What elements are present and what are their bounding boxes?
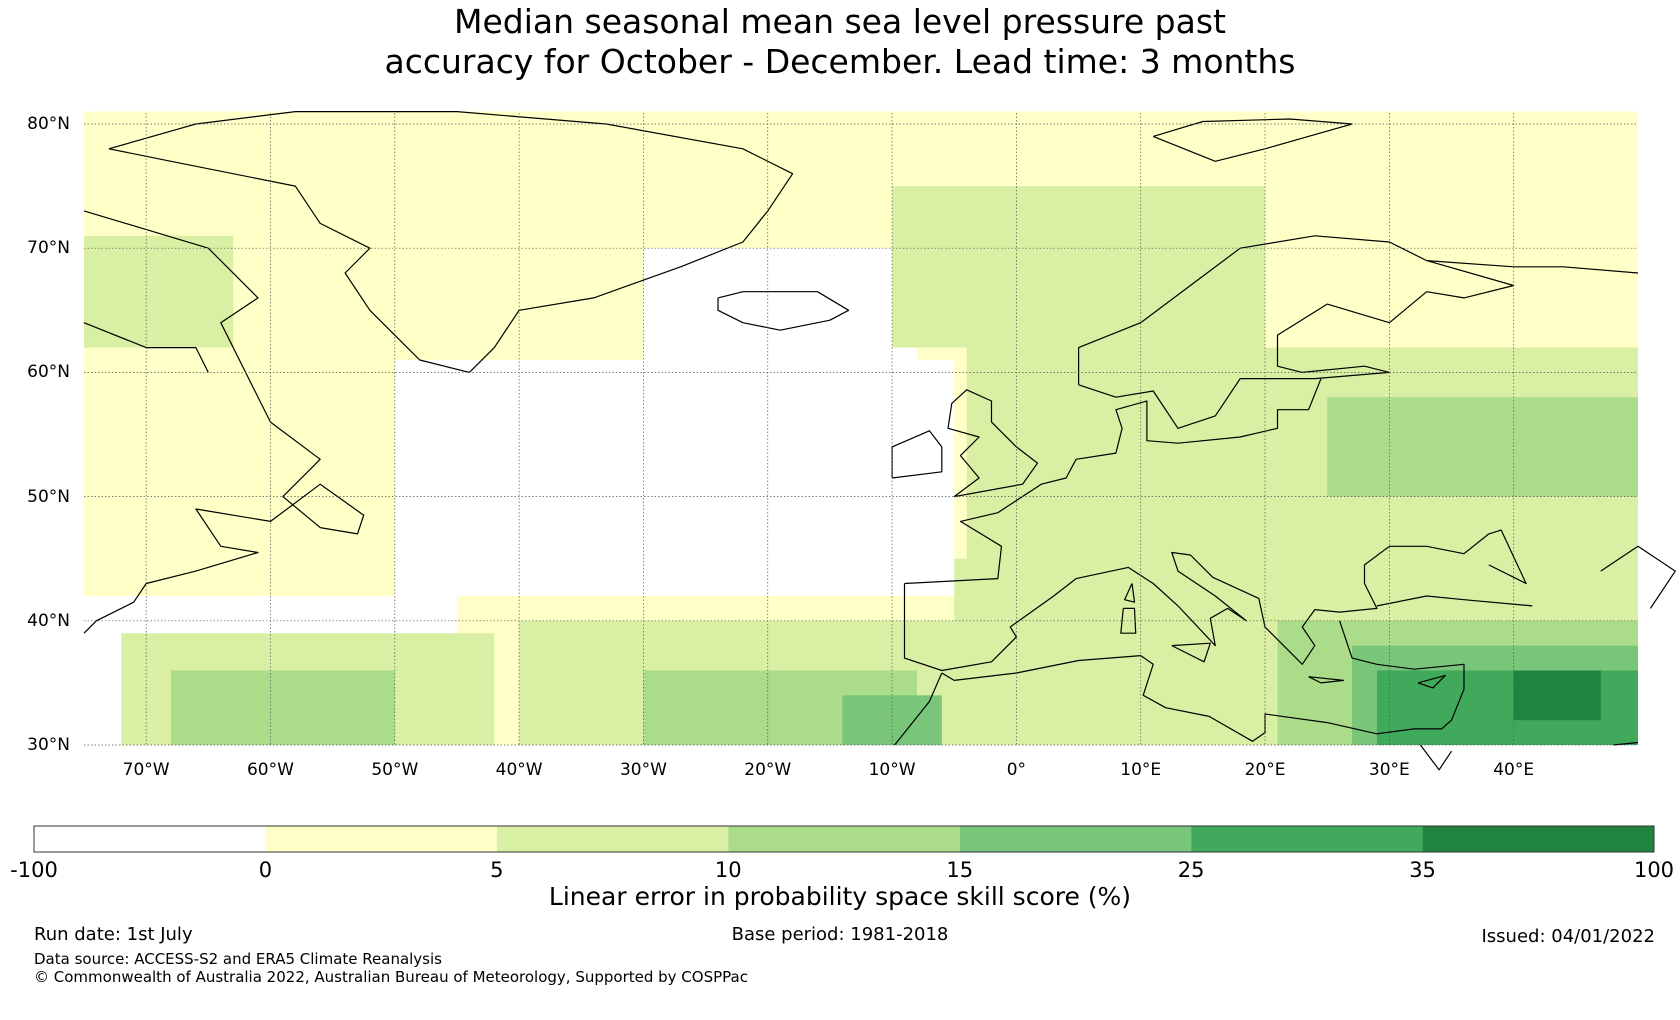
colorbar-tick-label: 0 [258, 858, 273, 882]
coastline [83, 210, 365, 634]
copyright: © Commonwealth of Australia 2022, Austra… [34, 968, 748, 986]
data-source: Data source: ACCESS-S2 and ERA5 Climate … [34, 950, 442, 968]
issued-date: Issued: 04/01/2022 [1481, 926, 1655, 947]
colorbar-bin [496, 826, 729, 852]
lon-label: 70°W [122, 760, 170, 780]
skill-region-17 [1513, 670, 1601, 721]
coastline [947, 389, 1039, 498]
coastline [1376, 595, 1533, 607]
colorbar-frame [33, 825, 1655, 853]
coastline [1120, 607, 1137, 634]
coastline [904, 378, 1322, 585]
coastlines [83, 111, 1676, 771]
lon-label: 40°E [1493, 760, 1535, 780]
colorbar-tick-label: 10 [714, 858, 742, 882]
skill-region-4 [84, 235, 234, 348]
lon-label: 20°E [1244, 760, 1286, 780]
lat-label: 40°N [27, 610, 70, 631]
lon-label: 50°W [371, 760, 419, 780]
coastline [1417, 674, 1446, 689]
lat-label: 50°N [27, 486, 70, 507]
colorbar-bin [728, 826, 960, 852]
colorbar-tick-label: 5 [490, 858, 504, 882]
coastline [1600, 545, 1676, 609]
lat-label: 30°N [27, 735, 70, 755]
lat-label: 70°N [27, 238, 70, 259]
coastline [108, 111, 794, 373]
colorbar-bin [1191, 826, 1423, 852]
lon-label: 40°W [495, 760, 543, 780]
lon-label: 10°W [868, 760, 916, 780]
coastline [891, 430, 943, 479]
gridlines [84, 113, 1638, 746]
colorbar [33, 825, 1655, 853]
coastline [903, 529, 1527, 672]
colorbar-tick-label: -100 [10, 858, 58, 882]
colorbar-tick-label: 15 [946, 858, 974, 882]
skill-region-6 [171, 670, 395, 745]
colorbar-bin [34, 826, 266, 852]
skill-region-2 [643, 248, 917, 373]
lon-label: 30°W [619, 760, 667, 780]
title-line-1: Median seasonal mean sea level pressure … [454, 2, 1226, 41]
title-line-2: accuracy for October - December. Lead ti… [384, 42, 1296, 81]
colorbar-bin [1422, 826, 1654, 852]
skill-region-9 [842, 695, 942, 745]
coastline [83, 322, 209, 373]
lon-label: 0° [1006, 760, 1027, 780]
base-period: Base period: 1981-2018 [731, 924, 949, 945]
colorbar-bin [265, 826, 497, 852]
coastline [1124, 583, 1136, 603]
lat-label: 80°N [27, 114, 70, 134]
run-date: Run date: 1st July [34, 924, 193, 945]
coastline [1339, 620, 1465, 730]
skill-region-10 [892, 186, 1266, 348]
map-panel [83, 111, 1676, 771]
coastline [941, 655, 1442, 742]
coastline [1426, 260, 1639, 274]
skill-region-13 [1327, 397, 1638, 497]
colorbar-tick-label: 100 [1633, 858, 1675, 882]
coastline [1613, 741, 1639, 746]
lon-label: 20°W [744, 760, 792, 780]
lon-label: 10°E [1120, 760, 1162, 780]
skill-cells [84, 111, 1638, 745]
lon-label: 60°W [246, 760, 294, 780]
coastline [1171, 642, 1211, 663]
colorbar-bin [959, 826, 1192, 852]
coastline [1308, 676, 1344, 684]
colorbar-tick-label: 35 [1409, 858, 1436, 882]
coastline [894, 672, 943, 746]
lat-label: 60°N [27, 362, 70, 383]
map-title: Median seasonal mean sea level pressure … [0, 2, 1680, 82]
colorbar-label: Linear error in probability space skill … [548, 882, 1132, 911]
colorbar-tick-label: 25 [1177, 858, 1205, 882]
skill-region-1 [394, 359, 955, 596]
coastline [1419, 744, 1452, 771]
lon-label: 30°E [1368, 760, 1410, 780]
